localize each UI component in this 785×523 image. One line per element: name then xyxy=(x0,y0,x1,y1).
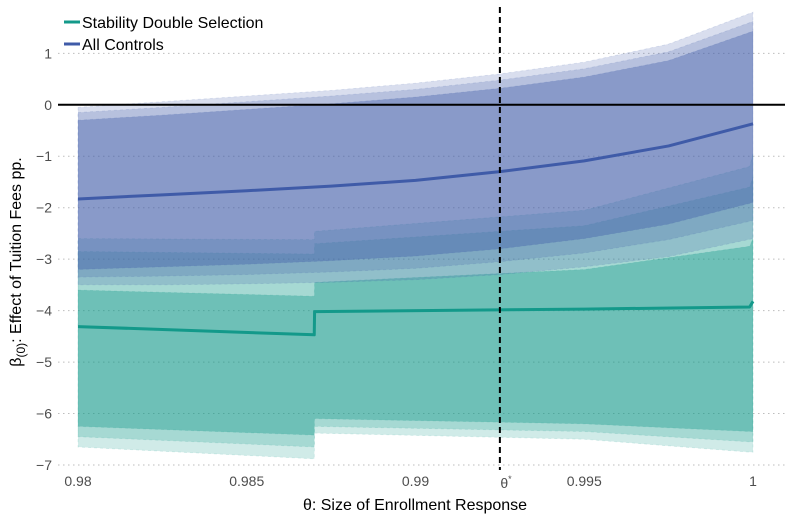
x-tick-label: 0.98 xyxy=(64,473,91,489)
y-tick-label: 0 xyxy=(44,97,52,113)
x-tick-label: 0.985 xyxy=(229,473,264,489)
y-tick-label: −5 xyxy=(36,354,52,370)
y-axis-title-rest: : Effect of Tuition Fees pp. xyxy=(8,157,25,343)
confidence-band-all-controls-inner xyxy=(77,30,754,270)
series-line-all-controls xyxy=(77,122,754,201)
legend-label-all-controls: All Controls xyxy=(82,37,164,54)
confidence-band-all-controls-mid xyxy=(77,20,754,278)
theta-star-sup: * xyxy=(508,474,512,484)
tick-layer: 1 0 −1 −2 −3 −4 −5 −6 −7 0.98 0.985 0.99 0.995 1 xyxy=(36,45,757,489)
y-tick-label: −2 xyxy=(36,200,52,216)
x-tick-label: 0.99 xyxy=(402,473,429,489)
theta-star-base: θ xyxy=(500,475,508,491)
y-axis-title-subscript: (0) xyxy=(14,343,28,358)
reference-layer xyxy=(58,7,785,470)
y-tick-label: −3 xyxy=(36,251,52,267)
x-tick-label: 0.995 xyxy=(567,473,602,489)
series-line-stability xyxy=(77,300,755,337)
y-tick-label: −6 xyxy=(36,406,52,422)
y-axis-title: β(0): Effect of Tuition Fees pp. xyxy=(8,157,28,366)
line-layer xyxy=(77,122,755,337)
y-axis-title-beta: β xyxy=(8,358,25,367)
theta-star-label: θ* xyxy=(500,474,512,491)
y-tick-label: −1 xyxy=(36,148,52,164)
confidence-band-all-controls-outer xyxy=(77,11,754,286)
band-layer xyxy=(77,11,754,460)
confidence-band-stability-inner xyxy=(77,238,754,436)
confidence-band-stability-outer xyxy=(77,153,754,460)
legend: Stability Double Selection All Controls xyxy=(64,15,263,54)
x-tick-label: 1 xyxy=(749,473,757,489)
y-tick-label: −7 xyxy=(36,457,52,473)
y-tick-label: 1 xyxy=(44,45,52,61)
legend-label-stability: Stability Double Selection xyxy=(82,15,263,32)
x-axis-title: θ: Size of Enrollment Response xyxy=(303,497,527,514)
y-tick-label: −4 xyxy=(36,303,52,319)
